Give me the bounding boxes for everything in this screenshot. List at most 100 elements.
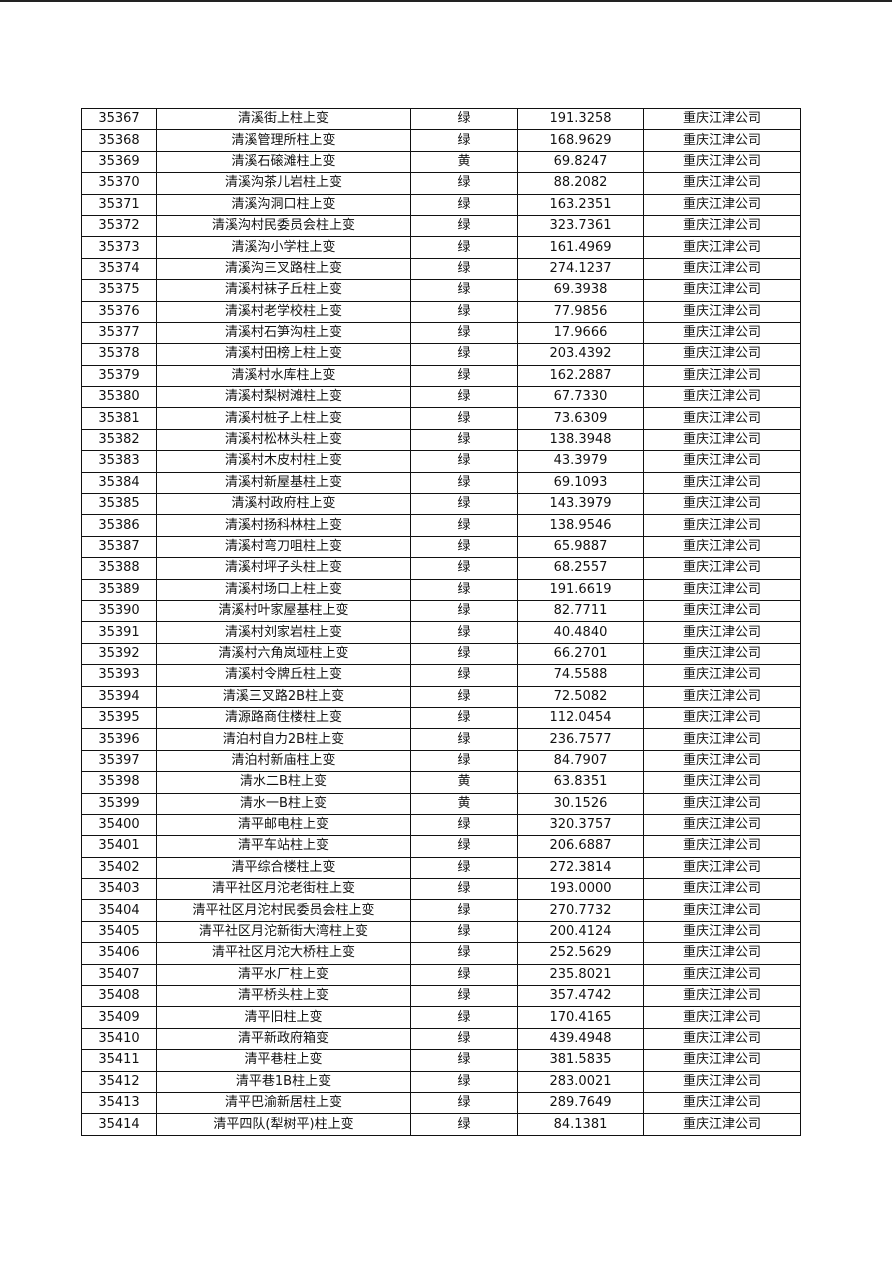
- value-cell: 72.5082: [517, 685, 644, 708]
- transformer-name-cell: 清平桥头柱上变: [156, 985, 411, 1008]
- value-cell: 112.0454: [517, 706, 644, 730]
- value-cell: 69.1093: [517, 471, 644, 495]
- company-cell: 重庆江津公司: [643, 129, 801, 152]
- value-cell: 17.9666: [517, 321, 644, 345]
- transformer-name-cell: 清平邮电柱上变: [156, 813, 411, 837]
- company-cell: 重庆江津公司: [643, 792, 801, 815]
- company-cell: 重庆江津公司: [643, 685, 801, 708]
- row-id-cell: 35398: [81, 771, 157, 794]
- status-cell: 绿: [410, 1049, 518, 1072]
- table-row: 35386 清溪村扬科林柱上变绿 138.9546 重庆江津公司: [81, 514, 801, 537]
- table-row: 35399 清水一B柱上变黄 30.1526 重庆江津公司: [81, 792, 801, 815]
- status-cell: 黄: [410, 150, 518, 174]
- transformer-name-cell: 清溪沟洞口柱上变: [156, 193, 411, 216]
- status-cell: 绿: [410, 1091, 518, 1115]
- status-cell: 绿: [410, 364, 518, 388]
- status-cell: 绿: [410, 1113, 518, 1136]
- table-row: 35403 清平社区月沱老街柱上变绿 193.0000 重庆江津公司: [81, 878, 801, 901]
- status-cell: 绿: [410, 1027, 518, 1051]
- transformer-name-cell: 清溪沟三叉路柱上变: [156, 257, 411, 281]
- transformer-name-cell: 清溪村新屋基柱上变: [156, 471, 411, 495]
- table-row: 35396 清泊村自力2B柱上变绿 236.7577 重庆江津公司: [81, 728, 801, 751]
- row-id-cell: 35401: [81, 835, 157, 858]
- transformer-name-cell: 清平旧柱上变: [156, 1006, 411, 1029]
- status-cell: 绿: [410, 749, 518, 773]
- value-cell: 143.3979: [517, 493, 644, 516]
- table-row: 35405 清平社区月沱新街大湾柱上变绿 200.4124 重庆江津公司: [81, 920, 801, 944]
- table-row: 35409 清平旧柱上变绿 170.4165 重庆江津公司: [81, 1006, 801, 1029]
- status-cell: 绿: [410, 321, 518, 345]
- company-cell: 重庆江津公司: [643, 535, 801, 559]
- company-cell: 重庆江津公司: [643, 279, 801, 302]
- status-cell: 绿: [410, 985, 518, 1008]
- row-id-cell: 35407: [81, 963, 157, 987]
- table-row: 35380 清溪村梨树滩柱上变绿 67.7330 重庆江津公司: [81, 386, 801, 409]
- company-cell: 重庆江津公司: [643, 150, 801, 174]
- company-cell: 重庆江津公司: [643, 407, 801, 430]
- company-cell: 重庆江津公司: [643, 771, 801, 794]
- company-cell: 重庆江津公司: [643, 107, 801, 131]
- transformer-name-cell: 清平车站柱上变: [156, 835, 411, 858]
- table-row: 35410 清平新政府箱变绿 439.4948 重庆江津公司: [81, 1027, 801, 1051]
- table-row: 35394 清溪三叉路2B柱上变绿 72.5082 重庆江津公司: [81, 685, 801, 708]
- value-cell: 170.4165: [517, 1006, 644, 1029]
- row-id-cell: 35409: [81, 1006, 157, 1029]
- table-row: 35377 清溪村石笋沟柱上变绿 17.9666 重庆江津公司: [81, 321, 801, 345]
- value-cell: 357.4742: [517, 985, 644, 1008]
- company-cell: 重庆江津公司: [643, 471, 801, 495]
- value-cell: 168.9629: [517, 129, 644, 152]
- status-cell: 绿: [410, 257, 518, 281]
- status-cell: 绿: [410, 236, 518, 259]
- company-cell: 重庆江津公司: [643, 963, 801, 987]
- company-cell: 重庆江津公司: [643, 642, 801, 666]
- row-id-cell: 35380: [81, 386, 157, 409]
- table-row: 35412 清平巷1B柱上变绿 283.0021 重庆江津公司: [81, 1070, 801, 1093]
- table-row: 35406 清平社区月沱大桥柱上变绿 252.5629 重庆江津公司: [81, 942, 801, 965]
- status-cell: 绿: [410, 685, 518, 708]
- row-id-cell: 35404: [81, 899, 157, 922]
- company-cell: 重庆江津公司: [643, 920, 801, 944]
- row-id-cell: 35388: [81, 557, 157, 580]
- table-row: 35402 清平综合楼柱上变绿 272.3814 重庆江津公司: [81, 856, 801, 880]
- transformer-name-cell: 清平巷1B柱上变: [156, 1070, 411, 1093]
- company-cell: 重庆江津公司: [643, 664, 801, 687]
- table-row: 35372 清溪沟村民委员会柱上变绿 323.7361 重庆江津公司: [81, 214, 801, 238]
- value-cell: 43.3979: [517, 450, 644, 473]
- value-cell: 66.2701: [517, 642, 644, 666]
- row-id-cell: 35379: [81, 364, 157, 388]
- row-id-cell: 35402: [81, 856, 157, 880]
- status-cell: 绿: [410, 193, 518, 216]
- transformer-name-cell: 清溪村六角岚垭柱上变: [156, 642, 411, 666]
- company-cell: 重庆江津公司: [643, 1049, 801, 1072]
- row-id-cell: 35377: [81, 321, 157, 345]
- table-row: 35385 清溪村政府柱上变绿 143.3979 重庆江津公司: [81, 493, 801, 516]
- status-cell: 绿: [410, 942, 518, 965]
- company-cell: 重庆江津公司: [643, 621, 801, 644]
- status-cell: 绿: [410, 706, 518, 730]
- transformer-name-cell: 清平社区月沱新街大湾柱上变: [156, 920, 411, 944]
- table-row: 35407 清平水厂柱上变绿 235.8021 重庆江津公司: [81, 963, 801, 987]
- company-cell: 重庆江津公司: [643, 1113, 801, 1136]
- value-cell: 30.1526: [517, 792, 644, 815]
- row-id-cell: 35394: [81, 685, 157, 708]
- transformer-name-cell: 清平巴渝新居柱上变: [156, 1091, 411, 1115]
- row-id-cell: 35368: [81, 129, 157, 152]
- value-cell: 162.2887: [517, 364, 644, 388]
- status-cell: 绿: [410, 279, 518, 302]
- status-cell: 绿: [410, 963, 518, 987]
- status-cell: 绿: [410, 813, 518, 837]
- row-id-cell: 35381: [81, 407, 157, 430]
- transformer-name-cell: 清平巷柱上变: [156, 1049, 411, 1072]
- value-cell: 63.8351: [517, 771, 644, 794]
- company-cell: 重庆江津公司: [643, 813, 801, 837]
- transformer-name-cell: 清溪村弯刀咀柱上变: [156, 535, 411, 559]
- value-cell: 320.3757: [517, 813, 644, 837]
- row-id-cell: 35393: [81, 664, 157, 687]
- row-id-cell: 35378: [81, 343, 157, 366]
- status-cell: 绿: [410, 107, 518, 131]
- table-row: 35389 清溪村场口上柱上变绿 191.6619 重庆江津公司: [81, 578, 801, 601]
- value-cell: 77.9856: [517, 300, 644, 323]
- value-cell: 272.3814: [517, 856, 644, 880]
- transformer-name-cell: 清溪村田榜上柱上变: [156, 343, 411, 366]
- company-cell: 重庆江津公司: [643, 300, 801, 323]
